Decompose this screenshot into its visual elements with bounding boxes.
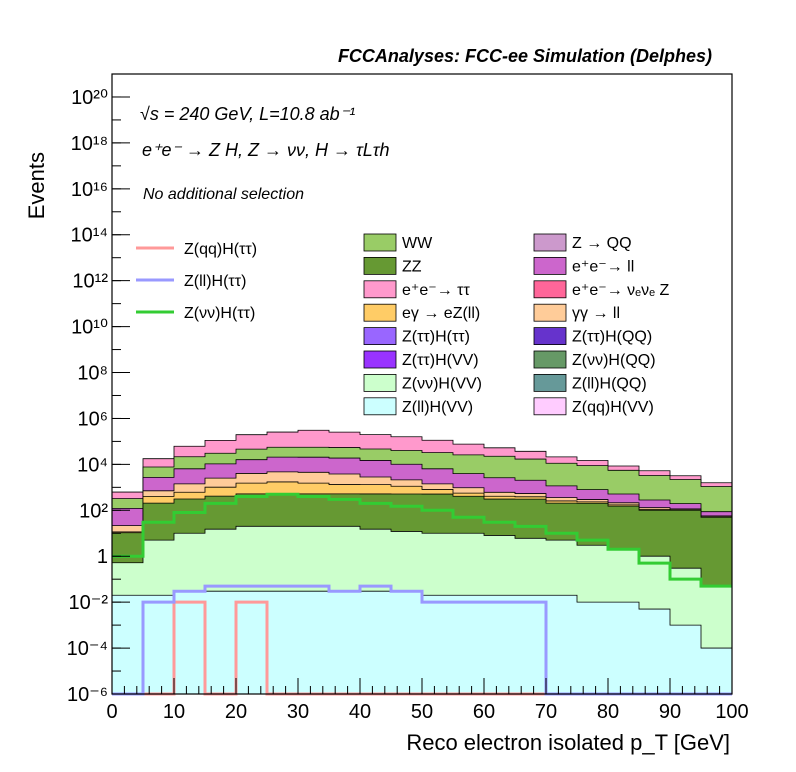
x-tick-label: 40	[349, 701, 371, 723]
legend: Z(qq)H(ττ) Z(ll)H(ττ) Z(νν)H(ττ) WW ZZ e⁺e⁻→ …	[136, 233, 669, 416]
y-tick-label: 10²⁰	[71, 87, 108, 109]
y-tick-label: 10⁴	[77, 454, 108, 476]
legend-swatch	[533, 327, 567, 346]
legend-label: Z(νν)H(QQ)	[572, 352, 656, 369]
legend-swatch	[363, 350, 397, 369]
y-tick-label: 1	[97, 546, 108, 568]
legend-swatch	[363, 327, 397, 346]
legend-label: Z(νν)H(ττ)	[184, 305, 255, 322]
annotation-process: e⁺e⁻ → Z H, Z → νν, H → τLτh	[142, 140, 390, 160]
legend-item: Z(νν)H(VV)	[363, 373, 482, 392]
x-tick-label: 30	[287, 701, 309, 723]
legend-item: Z(qq)H(VV)	[533, 397, 654, 416]
y-tick-label: 10⁸	[77, 363, 108, 385]
series-z-h-	[112, 492, 732, 588]
legend-swatch	[533, 373, 567, 392]
legend-label: e⁺e⁻→ ll	[572, 258, 634, 275]
legend-swatch	[533, 303, 567, 322]
legend-label: WW	[402, 235, 433, 252]
legend-label: eγ → eZ(ll)	[402, 305, 480, 322]
legend-swatch	[363, 233, 397, 252]
legend-swatch	[533, 256, 567, 275]
y-tick-label: 10⁻⁴	[67, 638, 108, 660]
y-axis-label: Events	[24, 152, 49, 219]
legend-swatch	[363, 280, 397, 299]
legend-item: ZZ	[363, 256, 422, 275]
legend-item: eγ → eZ(ll)	[363, 303, 480, 322]
y-tick-label: 10²	[79, 500, 108, 522]
chart-title: FCCAnalyses: FCC-ee Simulation (Delphes)	[338, 46, 712, 66]
legend-item: Z(ll)H(QQ)	[533, 373, 647, 392]
legend-item: γγ → ll	[533, 303, 620, 322]
legend-label: Z(qq)H(VV)	[572, 399, 654, 416]
legend-item: e⁺e⁻→ νₑνₑ Z	[533, 280, 669, 299]
legend-label: Z(ττ)H(QQ)	[572, 329, 652, 346]
legend-item: Z(ll)H(ττ)	[136, 273, 246, 290]
x-tick-label: 50	[411, 701, 433, 723]
axes-layer: 0 10 20 30 40 50 60 70 80 90 100 10⁻⁶ 10⁻⁴ 10⁻² 1 10² 10…	[67, 87, 749, 723]
legend-swatch	[533, 397, 567, 416]
legend-item: Z(νν)H(ττ)	[136, 305, 255, 322]
x-tick-label: 20	[225, 701, 247, 723]
legend-item: WW	[363, 233, 433, 252]
x-tick-label: 70	[535, 701, 557, 723]
legend-label: Z(ττ)H(ττ)	[402, 329, 470, 346]
legend-item: Z(qq)H(ττ)	[136, 241, 257, 258]
legend-item: e⁺e⁻→ ll	[533, 256, 634, 275]
x-tick-label: 0	[106, 701, 117, 723]
x-tick-label: 10	[163, 701, 185, 723]
y-tick-label: 10¹⁰	[71, 317, 108, 339]
y-tick-label: 10⁻²	[69, 592, 109, 614]
legend-label: Z → QQ	[572, 235, 632, 252]
y-tick-label: 10⁻⁶	[67, 684, 108, 706]
legend-item: Z(ττ)H(VV)	[363, 350, 479, 369]
legend-label: Z(ll)H(ττ)	[184, 273, 246, 290]
legend-swatch	[363, 373, 397, 392]
x-tick-label: 100	[715, 701, 748, 723]
legend-item: Z(ττ)H(QQ)	[533, 327, 652, 346]
y-tick-label: 10¹⁸	[71, 133, 108, 155]
legend-swatch	[363, 303, 397, 322]
legend-item: Z(νν)H(QQ)	[533, 350, 656, 369]
x-tick-label: 60	[473, 701, 495, 723]
annotation-selection: No additional selection	[143, 186, 304, 203]
y-tick-label: 10¹²	[72, 271, 108, 293]
x-tick-label: 90	[659, 701, 681, 723]
legend-label: e⁺e⁻→ ττ	[402, 282, 470, 299]
legend-label: Z(ll)H(VV)	[402, 399, 473, 416]
x-tick-label: 80	[597, 701, 619, 723]
legend-label: ZZ	[402, 258, 422, 275]
legend-swatch	[533, 350, 567, 369]
legend-item: Z(ττ)H(ττ)	[363, 327, 470, 346]
x-axis-label: Reco electron isolated p_T [GeV]	[406, 730, 730, 755]
legend-item: Z → QQ	[533, 233, 632, 252]
legend-item: Z(ll)H(VV)	[363, 397, 473, 416]
legend-label: Z(ττ)H(VV)	[402, 352, 479, 369]
legend-swatch	[363, 397, 397, 416]
legend-label: Z(ll)H(QQ)	[572, 375, 647, 392]
legend-swatch	[533, 280, 567, 299]
legend-swatch	[533, 233, 567, 252]
y-tick-label: 10¹⁶	[71, 179, 108, 201]
y-tick-label: 10⁶	[78, 408, 108, 430]
y-tick-label: 10¹⁴	[71, 225, 109, 247]
legend-label: Z(qq)H(ττ)	[184, 241, 257, 258]
legend-label: e⁺e⁻→ νₑνₑ Z	[572, 282, 669, 299]
legend-label: γγ → ll	[572, 305, 620, 322]
legend-item: e⁺e⁻→ ττ	[363, 280, 470, 299]
legend-label: Z(νν)H(VV)	[402, 375, 482, 392]
annotation-energy: √s = 240 GeV, L=10.8 ab⁻¹	[140, 104, 355, 124]
legend-swatch	[363, 256, 397, 275]
